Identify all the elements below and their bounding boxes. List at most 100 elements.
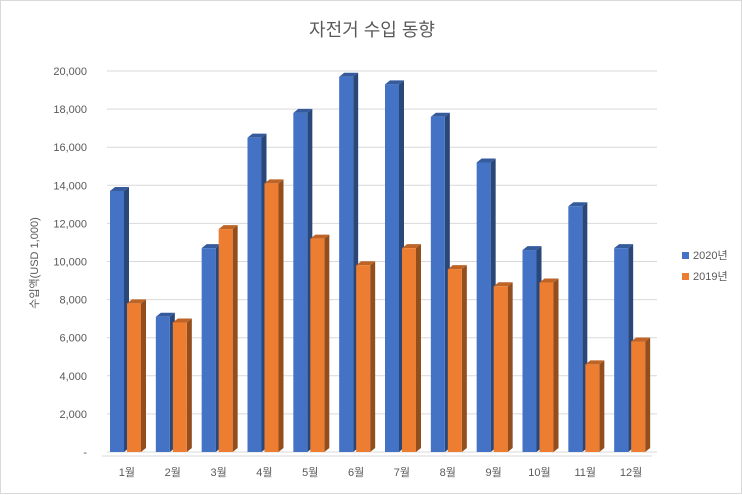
bar-side [461,265,467,452]
bar-front [201,248,216,452]
bar [310,234,330,452]
bar-top [447,265,467,270]
x-tick-label: 10월 [528,466,550,479]
bar-front [493,286,508,452]
bar [631,337,651,452]
bar-top [218,225,238,230]
chart-title: 자전거 수입 동향 [309,20,435,40]
x-tick-label: 6월 [348,466,364,479]
bar [476,158,496,452]
bars [110,72,651,453]
bar-side [370,261,376,452]
y-tick-label: 6,000 [59,333,87,345]
bar-front [585,364,600,452]
x-tick-label: 8월 [440,466,456,479]
bar-side [416,244,421,452]
y-tick-label: - [83,447,87,459]
bar-front [264,183,279,452]
bar-top [201,244,221,249]
bar [402,244,421,452]
x-tick-label: 1월 [119,466,135,479]
gridlines [102,70,657,457]
bar-side [507,282,513,452]
y-tick-label: 14,000 [53,180,87,192]
bar [172,318,192,452]
bar-side [278,179,284,452]
y-tick-label: 2,000 [59,409,87,421]
bar [218,225,238,452]
bar-top [264,179,284,184]
bar [293,108,313,452]
bar [522,246,542,452]
bar [614,244,634,452]
x-tick-label: 9월 [485,466,501,479]
bar-front [476,162,491,452]
x-tick-label: 3월 [210,466,226,479]
x-axis-labels: 1월 2월 3월 4월 5월 6월 7월 8월 9월 10월 11월 12월 [119,466,642,479]
bar-top [172,318,192,323]
bar-front [310,238,325,452]
bar-top [493,282,513,287]
bar [385,80,404,453]
bar-top [247,133,267,138]
bar-top [385,80,404,85]
y-tick-label: 12,000 [53,218,87,230]
bar-front [356,265,371,452]
bar-top [339,72,359,77]
bar-top [110,187,129,192]
bar-top [585,360,605,365]
bar-side [599,360,605,452]
bar-front [614,248,629,452]
x-tick-label: 5월 [302,466,318,479]
y-tick-label: 4,000 [59,371,87,383]
bar-top [522,246,542,251]
bar-front [155,316,170,452]
y-tick-label: 8,000 [59,295,87,307]
bar-top [402,244,421,249]
bar-front [402,248,416,452]
bar [356,261,376,452]
bar-front [385,84,399,453]
bar-top [430,112,450,117]
bar-top [155,312,175,317]
bar-front [218,229,233,452]
x-tick-label: 12월 [620,466,642,479]
x-tick-label: 7월 [394,466,410,479]
bar-front [247,137,262,453]
x-tick-label: 2월 [165,466,181,479]
legend-swatch [682,252,689,259]
bar-front [447,269,462,452]
y-axis-ticks: - 2,000 4,000 6,000 8,000 10,000 12,000 14,000 1… [53,66,87,459]
bar-front [522,250,537,452]
bar-side [186,318,192,452]
y-tick-label: 20,000 [53,66,87,78]
bar-front [127,303,141,452]
bar-top [539,278,559,283]
bar [493,282,513,452]
bar-front [430,116,445,452]
bar [127,299,146,452]
bar [247,133,267,453]
bar [430,112,450,452]
legend-swatch [682,273,689,280]
bar [568,202,588,452]
bar-front [339,76,354,452]
bar-front [293,112,308,452]
legend: 2020년 2019년 [682,249,728,283]
x-tick-label: 4월 [256,466,272,479]
y-tick-label: 18,000 [53,104,87,116]
bar [155,312,175,452]
bar-top [631,337,651,342]
bar [539,278,559,452]
bar-top [293,108,313,113]
legend-label: 2020년 [693,249,728,262]
bar-front [110,191,124,452]
bar [264,179,284,452]
x-tick-label: 11월 [574,466,596,479]
bar [585,360,605,452]
bar-side [553,278,559,452]
bar-front [568,206,583,452]
bar-side [324,234,330,452]
